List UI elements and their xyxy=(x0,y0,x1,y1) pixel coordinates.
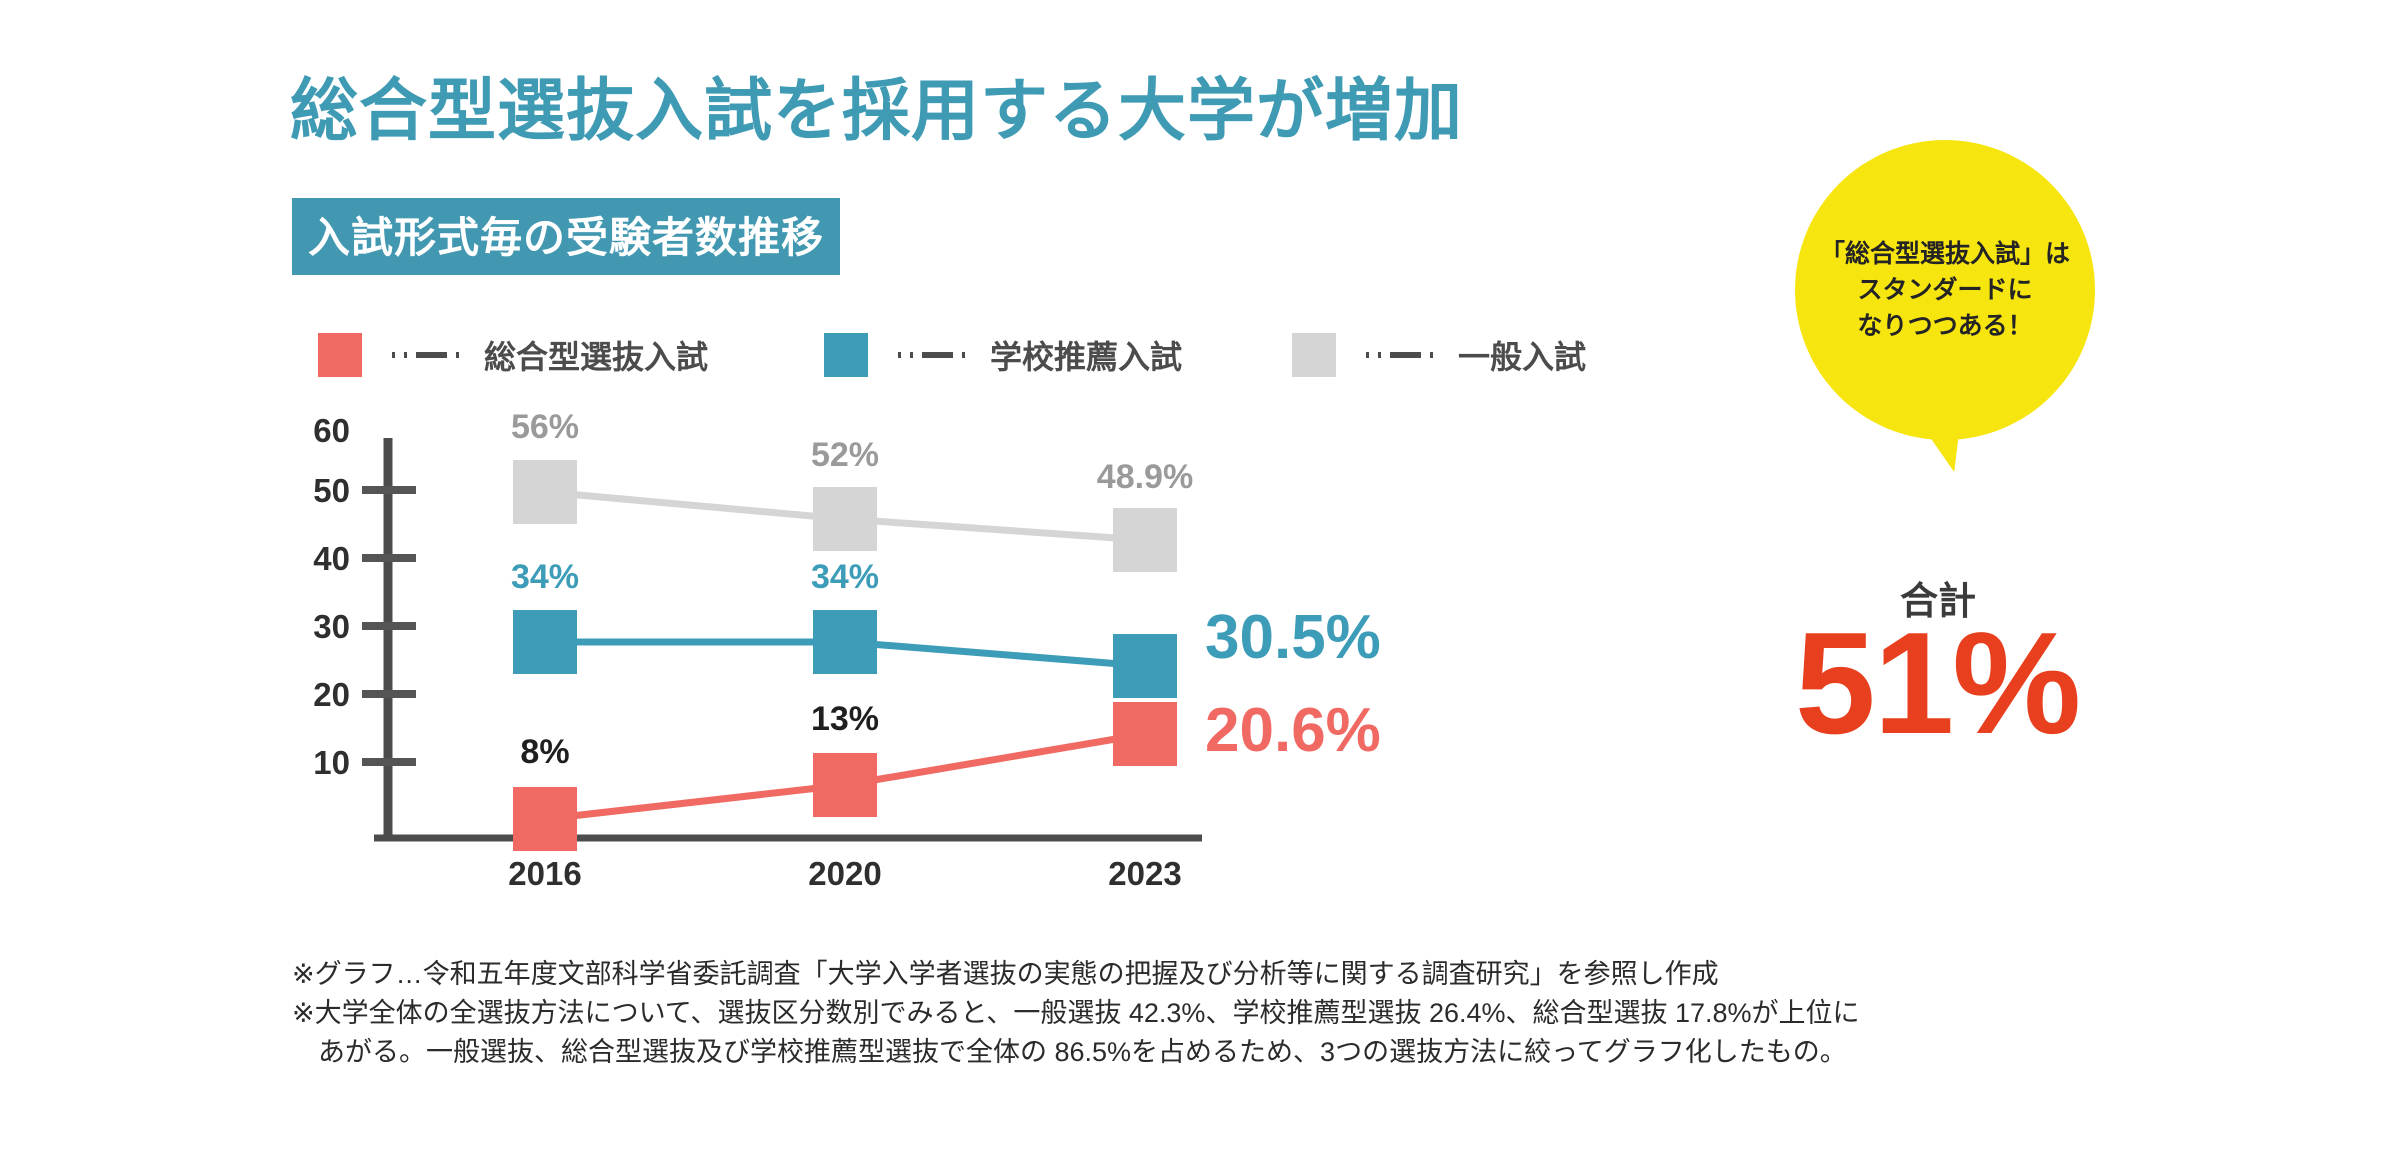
legend-label-suisen: 学校推薦入試 xyxy=(990,339,1183,375)
data-point-sogogata-2016 xyxy=(513,787,577,851)
data-point-sogogata-2023 xyxy=(1113,702,1177,766)
x-axis-label-2016: 2016 xyxy=(508,855,582,892)
legend-swatch-teal-icon xyxy=(824,333,869,377)
value-label-sogogata-2016: 8% xyxy=(520,733,570,771)
legend-item-suisen[interactable]: 学校推薦入試 xyxy=(824,332,1182,378)
data-point-ippan-2020 xyxy=(813,487,877,551)
y-tick-label-60: 60 xyxy=(313,412,350,449)
footnote-line-1: ※グラフ…令和五年度文部科学省委託調査「大学入学者選抜の実態の把握及び分析等に関… xyxy=(292,959,1719,989)
data-point-suisen-2023 xyxy=(1113,634,1177,698)
y-tick-label-50: 50 xyxy=(313,472,350,509)
x-axis-label-2023: 2023 xyxy=(1108,855,1182,892)
value-label-suisen-2016: 34% xyxy=(510,558,580,596)
legend-swatch-gray-icon xyxy=(1292,333,1337,377)
y-tick-label-40: 40 xyxy=(313,540,350,577)
data-point-suisen-2016 xyxy=(513,610,577,674)
chart-subtitle-banner: 入試形式毎の受験者数推移 xyxy=(292,198,841,275)
line-chart: 60 50 40 30 20 10 2016 2020 2023 56% 52%… xyxy=(290,408,1850,900)
callout-bubble-text: 「総合型選抜入試」は スタンダードに なりつつある！ xyxy=(1820,236,2070,345)
y-tick-label-10: 10 xyxy=(313,744,350,781)
value-label-suisen-2020: 34% xyxy=(810,558,880,596)
chart-legend: 総合型選抜入試 学校推薦入試 一般入試 xyxy=(318,332,1586,378)
footnote-line-2: ※大学全体の全選抜方法について、選抜区分数別でみると、一般選抜 42.3%、学校… xyxy=(292,998,1860,1029)
y-tick-marks xyxy=(362,486,416,766)
chart-canvas xyxy=(362,438,1202,842)
footnote-line-3: あがる。一般選抜、総合型選抜及び学校推薦型選抜で全体の 86.5%を占めるため、… xyxy=(318,1037,1847,1068)
value-label-ippan-2020: 52% xyxy=(810,436,880,474)
value-label-sogogata-2020: 13% xyxy=(810,700,880,738)
legend-swatch-red-icon xyxy=(318,333,362,377)
data-point-ippan-2016 xyxy=(513,460,577,524)
callout-bubble: 「総合型選抜入試」は スタンダードに なりつつある！ xyxy=(1795,140,2095,440)
callout-line-2: スタンダードに xyxy=(1857,275,2033,304)
legend-item-sogogata[interactable]: 総合型選抜入試 xyxy=(318,332,708,378)
data-point-ippan-2023 xyxy=(1113,508,1177,572)
footnotes: ※グラフ…令和五年度文部科学省委託調査「大学入学者選抜の実態の把握及び分析等に関… xyxy=(292,955,1860,1072)
callout-line-1: 「総合型選抜入試」は xyxy=(1819,239,2070,268)
total-value: 51% xyxy=(1795,602,2081,764)
data-point-suisen-2020 xyxy=(813,610,877,674)
legend-label-sogogata: 総合型選抜入試 xyxy=(484,339,709,375)
callout-line-3: なりつつある！ xyxy=(1857,312,2033,341)
page-title: 総合型選抜入試を採用する大学が増加 xyxy=(290,73,1464,149)
x-axis-label-2020: 2020 xyxy=(808,855,882,892)
total-label: 合計 xyxy=(1900,581,1977,623)
end-label-sogogata: 20.6% xyxy=(1205,696,1381,765)
legend-label-ippan: 一般入試 xyxy=(1458,339,1587,375)
legend-item-ippan[interactable]: 一般入試 xyxy=(1292,332,1586,378)
y-tick-label-30: 30 xyxy=(313,608,350,645)
chart-series-layer xyxy=(513,460,1177,851)
value-label-ippan-2016: 56% xyxy=(510,408,580,446)
value-label-ippan-2023: 48.9% xyxy=(1096,458,1194,496)
y-tick-label-20: 20 xyxy=(313,676,350,713)
data-point-sogogata-2020 xyxy=(813,753,877,817)
end-label-suisen: 30.5% xyxy=(1205,603,1381,672)
